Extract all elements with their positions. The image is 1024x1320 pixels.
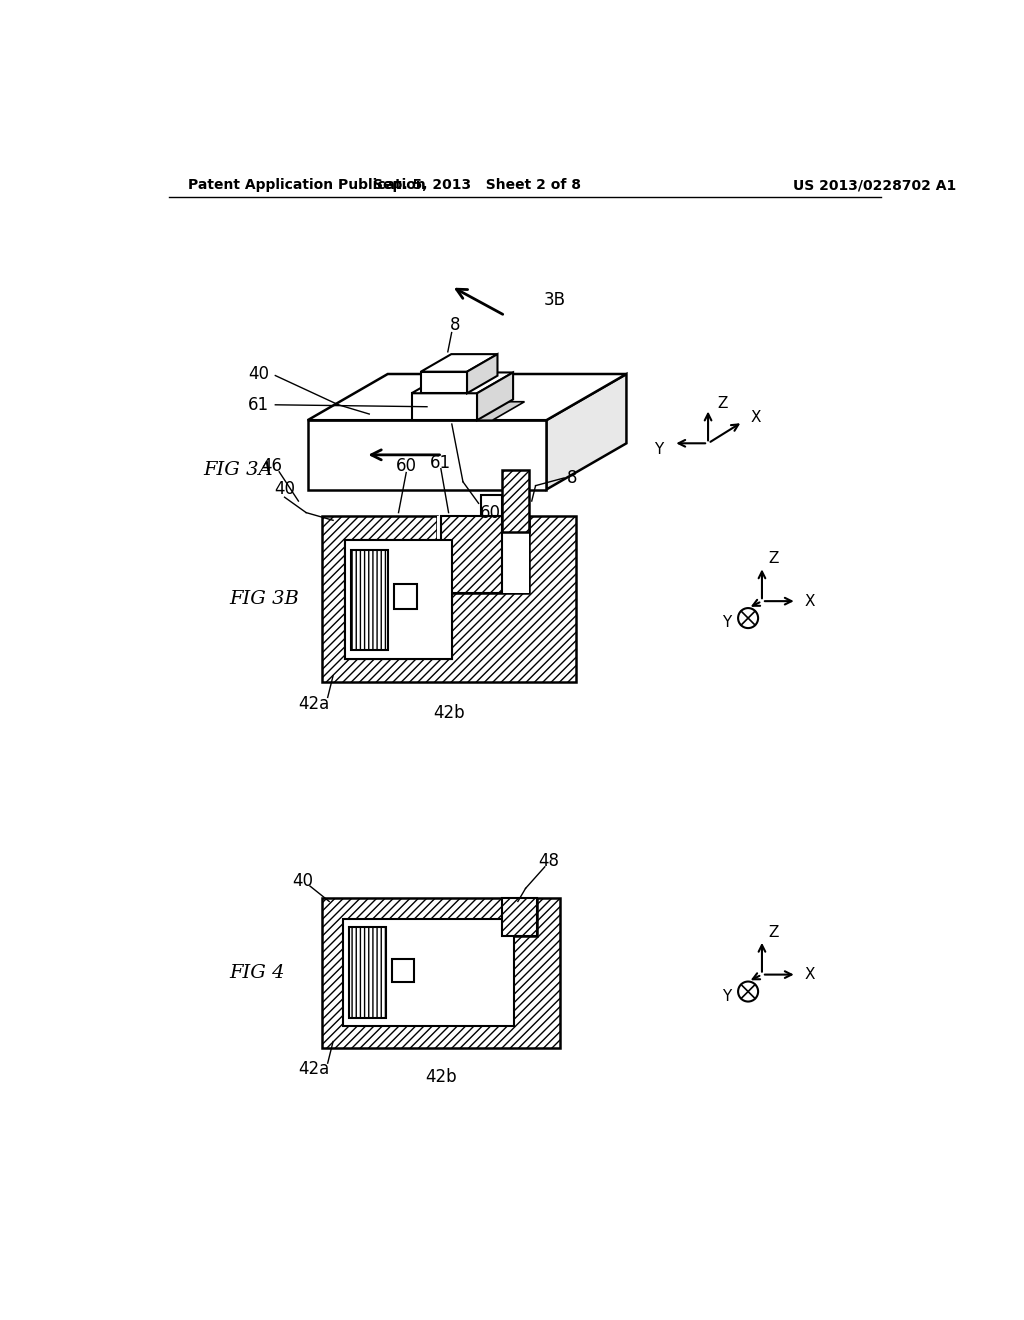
Text: 61: 61 xyxy=(430,454,452,471)
Bar xyxy=(481,495,503,516)
Polygon shape xyxy=(322,898,560,1048)
Text: X: X xyxy=(804,968,815,982)
Text: Z: Z xyxy=(768,552,778,566)
Text: 42a: 42a xyxy=(298,694,330,713)
Text: 8: 8 xyxy=(451,315,461,334)
Bar xyxy=(394,585,417,609)
Bar xyxy=(503,898,538,936)
Polygon shape xyxy=(467,354,498,393)
Text: 40: 40 xyxy=(292,871,312,890)
Text: 46: 46 xyxy=(261,458,282,475)
Text: Sep. 5, 2013   Sheet 2 of 8: Sep. 5, 2013 Sheet 2 of 8 xyxy=(373,178,581,193)
Text: 42b: 42b xyxy=(425,1068,457,1086)
Bar xyxy=(351,549,388,649)
Text: 42a: 42a xyxy=(298,1060,330,1078)
Bar xyxy=(503,470,529,532)
Text: X: X xyxy=(751,411,761,425)
Text: US 2013/0228702 A1: US 2013/0228702 A1 xyxy=(793,178,956,193)
Text: 48: 48 xyxy=(539,851,559,870)
Text: FIG 3B: FIG 3B xyxy=(229,590,299,609)
Text: FIG 4: FIG 4 xyxy=(229,964,285,982)
Polygon shape xyxy=(477,372,513,420)
Text: Y: Y xyxy=(722,989,731,1003)
Text: Z: Z xyxy=(717,396,728,411)
Text: 3B: 3B xyxy=(544,292,565,309)
Polygon shape xyxy=(412,393,477,420)
Text: FIG 3A: FIG 3A xyxy=(204,461,273,479)
Polygon shape xyxy=(547,374,627,490)
Polygon shape xyxy=(307,420,547,490)
Bar xyxy=(351,549,388,649)
Text: Y: Y xyxy=(722,615,731,630)
Text: X: X xyxy=(804,594,815,609)
Text: 60: 60 xyxy=(395,458,417,475)
Bar xyxy=(349,927,386,1019)
Text: Z: Z xyxy=(768,925,778,940)
Polygon shape xyxy=(437,516,529,594)
Bar xyxy=(345,540,453,659)
Bar xyxy=(392,960,414,982)
Bar xyxy=(345,540,453,659)
Text: Y: Y xyxy=(654,442,664,457)
Polygon shape xyxy=(416,401,524,420)
Text: 61: 61 xyxy=(248,396,269,413)
Text: 8: 8 xyxy=(566,469,577,487)
Text: 42b: 42b xyxy=(433,704,464,722)
Bar xyxy=(394,585,417,609)
Polygon shape xyxy=(412,372,513,393)
Polygon shape xyxy=(307,374,627,420)
Polygon shape xyxy=(322,516,575,682)
Text: 40: 40 xyxy=(274,480,295,499)
Text: 60: 60 xyxy=(479,504,501,521)
Polygon shape xyxy=(441,516,503,594)
Text: Patent Application Publication: Patent Application Publication xyxy=(188,178,426,193)
Polygon shape xyxy=(421,354,498,372)
Bar xyxy=(343,919,514,1026)
Polygon shape xyxy=(421,372,467,393)
Text: 40: 40 xyxy=(248,366,269,383)
